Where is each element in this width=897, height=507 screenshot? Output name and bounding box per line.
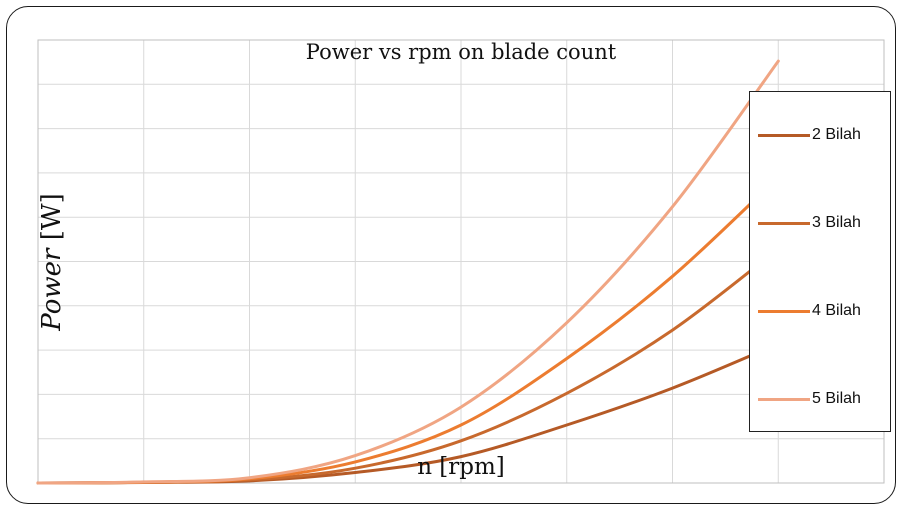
chart-frame [6, 6, 896, 504]
y-axis-title: Power [W] [37, 193, 67, 330]
legend-item: 2 Bilah [758, 125, 861, 145]
legend-item: 5 Bilah [758, 389, 861, 409]
legend-swatch [758, 133, 810, 137]
legend-item: 4 Bilah [758, 301, 861, 321]
legend-label: 5 Bilah [812, 390, 861, 407]
series-line-5-bilah [36, 59, 780, 485]
legend-label: 4 Bilah [812, 302, 861, 319]
x-axis-title: n [rpm] [417, 454, 505, 480]
series-lines [36, 59, 780, 485]
y-axis-title-italic: Power [37, 248, 67, 331]
y-axis-title-unit: [W] [37, 193, 67, 249]
legend-label: 2 Bilah [812, 126, 861, 143]
chart-title: Power vs rpm on blade count [306, 40, 617, 64]
legend-swatch [758, 397, 810, 401]
legend-swatch [758, 309, 810, 313]
legend: 2 Bilah 3 Bilah 4 Bilah 5 Bilah [749, 91, 891, 432]
legend-swatch [758, 221, 810, 225]
legend-item: 3 Bilah [758, 213, 861, 233]
series-line-2-bilah [36, 342, 780, 485]
legend-label: 3 Bilah [812, 214, 861, 231]
series-line-4-bilah [36, 175, 780, 485]
